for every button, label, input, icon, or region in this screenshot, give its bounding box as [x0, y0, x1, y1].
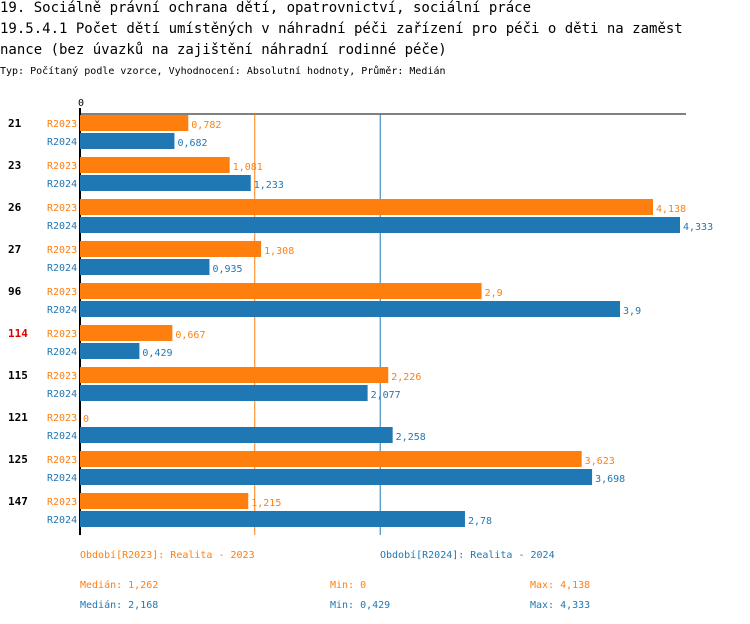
bar-r2023-21 — [80, 115, 189, 131]
bar-value-label: 1,233 — [254, 180, 284, 191]
series-label: R2024 — [47, 515, 77, 526]
chart-title-line-3: nance (bez úvazků na zajištění náhradní … — [0, 42, 447, 58]
bar-value-label: 1,215 — [251, 498, 281, 509]
bar-r2023-114 — [80, 325, 173, 341]
category-label: 27 — [8, 243, 21, 256]
bar-value-label: 3,9 — [623, 306, 641, 317]
series-label: R2024 — [47, 137, 77, 148]
bar-value-label: 0,935 — [212, 264, 242, 275]
bar-value-label: 1,308 — [264, 246, 294, 257]
bar-value-label: 0 — [83, 414, 89, 425]
legend-2024: Období[R2024]: Realita - 2024 — [380, 550, 555, 561]
bar-r2023-115 — [80, 367, 389, 383]
series-label: R2023 — [47, 119, 77, 130]
series-label: R2023 — [47, 413, 77, 424]
min-2024: Min: 0,429 — [330, 600, 391, 611]
bar-r2023-147 — [80, 493, 249, 509]
category-label: 125 — [8, 453, 28, 466]
bar-value-label: 0,667 — [175, 330, 205, 341]
bar-r2023-125 — [80, 451, 582, 467]
bar-value-label: 2,077 — [371, 390, 401, 401]
bar-value-label: 2,226 — [391, 372, 421, 383]
bar-r2024-27 — [80, 259, 210, 275]
chart-title-line-1: 19. Sociálně právní ochrana dětí, opatro… — [0, 0, 532, 16]
series-label: R2024 — [47, 263, 77, 274]
bar-r2024-121 — [80, 427, 393, 443]
median-2024: Medián: 2,168 — [80, 600, 159, 611]
category-label: 21 — [8, 117, 22, 130]
bar-value-label: 0,682 — [177, 138, 207, 149]
chart-title-line-2: 19.5.4.1 Počet dětí umístěných v náhradn… — [0, 21, 683, 37]
bar-r2024-96 — [80, 301, 621, 317]
bar-value-label: 0,782 — [191, 120, 221, 131]
x-axis-zero-label: 0 — [78, 98, 84, 109]
series-label: R2024 — [47, 431, 77, 442]
bar-r2023-23 — [80, 157, 230, 173]
bar-value-label: 3,623 — [585, 456, 615, 467]
bar-value-label: 3,698 — [595, 474, 625, 485]
max-2024: Max: 4,333 — [530, 600, 591, 611]
series-label: R2024 — [47, 305, 77, 316]
bar-value-label: 4,138 — [656, 204, 686, 215]
series-label: R2023 — [47, 161, 77, 172]
bar-value-label: 0,429 — [142, 348, 172, 359]
series-label: R2023 — [47, 371, 77, 382]
series-label: R2024 — [47, 221, 77, 232]
series-label: R2023 — [47, 245, 77, 256]
median-2023: Medián: 1,262 — [80, 580, 159, 591]
bar-r2023-26 — [80, 199, 653, 215]
bar-value-label: 2,78 — [468, 516, 492, 527]
max-2023: Max: 4,138 — [530, 580, 591, 591]
series-label: R2023 — [47, 455, 77, 466]
category-label: 121 — [8, 411, 28, 424]
bar-value-label: 1,081 — [233, 162, 263, 173]
bar-r2024-125 — [80, 469, 593, 485]
bar-value-label: 4,333 — [683, 222, 713, 233]
series-label: R2023 — [47, 203, 77, 214]
series-label: R2023 — [47, 497, 77, 508]
series-label: R2024 — [47, 347, 77, 358]
bar-r2024-26 — [80, 217, 680, 233]
category-label: 26 — [8, 201, 22, 214]
category-label: 23 — [8, 159, 21, 172]
bar-r2024-147 — [80, 511, 465, 527]
series-label: R2024 — [47, 389, 77, 400]
series-label: R2023 — [47, 329, 77, 340]
category-label: 96 — [8, 285, 22, 298]
bar-r2024-23 — [80, 175, 251, 191]
bar-r2024-114 — [80, 343, 140, 359]
series-label: R2023 — [47, 287, 77, 298]
series-label: R2024 — [47, 179, 77, 190]
chart-subtitle: Typ: Počítaný podle vzorce, Vyhodnocení:… — [0, 66, 446, 77]
category-label: 147 — [8, 495, 28, 508]
category-label: 115 — [8, 369, 28, 382]
legend-2023: Období[R2023]: Realita - 2023 — [80, 550, 255, 561]
category-label: 114 — [8, 327, 28, 340]
bar-r2023-27 — [80, 241, 262, 257]
min-2023: Min: 0 — [330, 580, 367, 591]
series-label: R2024 — [47, 473, 77, 484]
bar-r2024-115 — [80, 385, 368, 401]
bar-r2023-96 — [80, 283, 482, 299]
bar-r2024-21 — [80, 133, 175, 149]
bar-value-label: 2,9 — [485, 288, 503, 299]
bar-value-label: 2,258 — [396, 432, 426, 443]
